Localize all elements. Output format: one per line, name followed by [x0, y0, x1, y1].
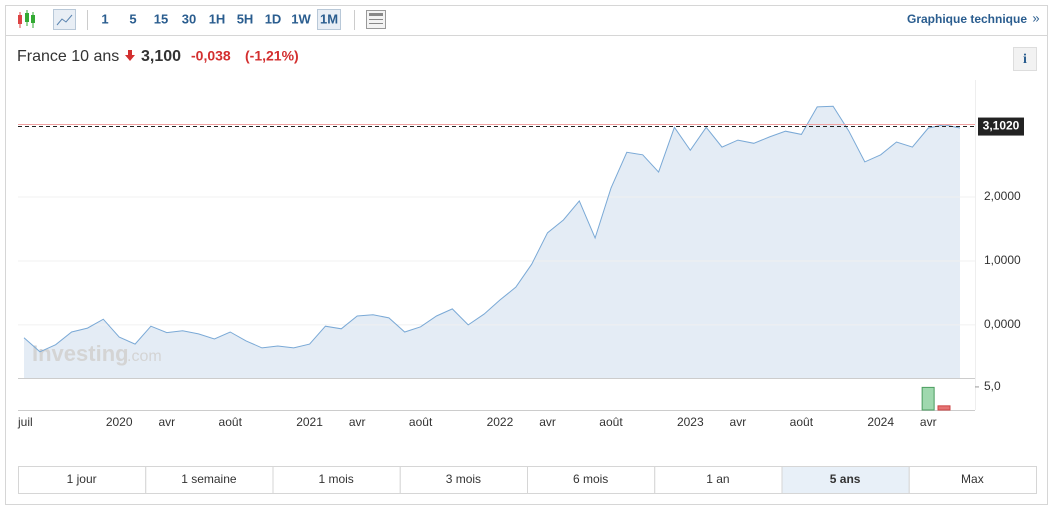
y-tick-label: 2,0000	[984, 189, 1021, 203]
x-tick-label: 2024	[867, 415, 894, 429]
table-icon[interactable]	[366, 10, 386, 29]
price-line	[23, 105, 961, 353]
interval-button[interactable]: 15	[154, 11, 168, 26]
range-button[interactable]	[908, 466, 1037, 494]
candle-icon[interactable]	[18, 10, 35, 28]
interval-button[interactable]: 5	[129, 11, 136, 26]
range-button[interactable]	[272, 466, 401, 494]
volume-bar	[937, 405, 951, 411]
range-button[interactable]	[781, 466, 910, 494]
price: 3,100	[141, 48, 181, 65]
x-tick-label: août	[790, 415, 814, 429]
down-arrow	[125, 50, 135, 61]
x-tick-label: août	[219, 415, 243, 429]
interval-button[interactable]: 30	[182, 11, 196, 26]
last-price-box	[978, 117, 1024, 136]
info-button[interactable]: i	[1013, 47, 1037, 71]
x-tick-label: août	[599, 415, 623, 429]
x-tick-label: avr	[730, 415, 747, 429]
range-button[interactable]	[145, 466, 274, 494]
range-label[interactable]: 1 jour	[67, 472, 97, 486]
svg-text:i: i	[1023, 52, 1027, 67]
range-label[interactable]: 6 mois	[573, 472, 608, 486]
x-tick-label: 2021	[296, 415, 323, 429]
x-tick-label: avr	[349, 415, 366, 429]
interval-button[interactable]: 1D	[265, 11, 282, 26]
range-label[interactable]: Max	[961, 472, 984, 486]
x-tick-label: 2022	[487, 415, 514, 429]
interval-button[interactable]: 1M	[320, 11, 338, 26]
x-tick-label: 2020	[106, 415, 133, 429]
x-tick-label: avr	[158, 415, 175, 429]
interval-selected	[317, 9, 341, 30]
change: -0,038	[191, 48, 231, 64]
y-tick-label: 1,0000	[984, 253, 1021, 267]
range-label[interactable]: 1 semaine	[181, 472, 237, 486]
range-label[interactable]: 5 ans	[830, 472, 861, 486]
change-percent: (-1,21%)	[245, 48, 299, 64]
y-tick-label: 0,0000	[984, 317, 1021, 331]
interval-button[interactable]: 1H	[209, 11, 226, 26]
line-icon[interactable]	[53, 9, 76, 30]
interval-button[interactable]: 1W	[291, 11, 311, 26]
volume-tick-label: 5,0	[984, 379, 1001, 393]
link-arrow: »	[1032, 10, 1039, 25]
range-label[interactable]: 1 an	[706, 472, 729, 486]
technical-chart-link[interactable]: Graphique technique	[907, 12, 1027, 26]
area	[24, 106, 960, 378]
x-tick-label: avr	[539, 415, 556, 429]
range-label[interactable]: 3 mois	[446, 472, 481, 486]
x-tick-label: avr	[920, 415, 937, 429]
x-tick-label: juil	[17, 415, 33, 429]
range-button[interactable]	[527, 466, 656, 494]
x-tick-label: août	[409, 415, 433, 429]
range-button[interactable]	[399, 466, 528, 494]
x-tick-label: 2023	[677, 415, 704, 429]
interval-button[interactable]: 1	[101, 11, 108, 26]
volume-bar	[921, 386, 935, 411]
instrument-name: France 10 ans	[17, 48, 119, 65]
watermark-suffix: .com	[127, 348, 162, 365]
range-button[interactable]	[654, 466, 783, 494]
interval-button[interactable]: 5H	[237, 11, 254, 26]
watermark-brand: Investing	[32, 341, 129, 366]
range-label[interactable]: 1 mois	[318, 472, 353, 486]
last-price-label: 3,1020	[983, 119, 1020, 133]
